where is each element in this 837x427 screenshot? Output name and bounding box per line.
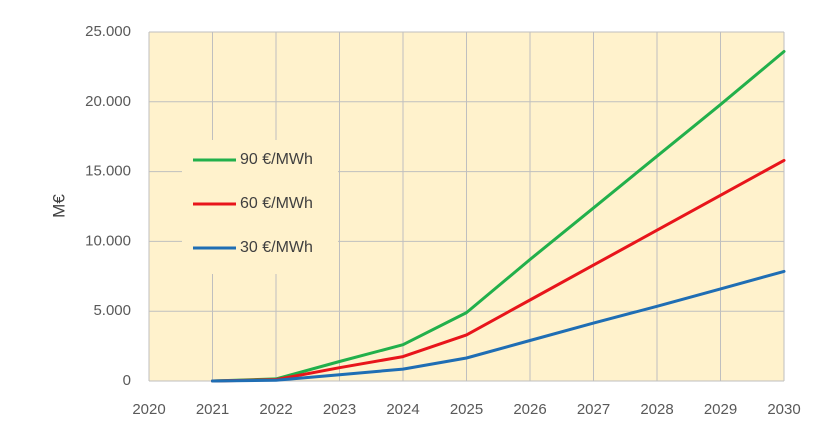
legend-label-1: 60 €/MWh	[240, 195, 313, 212]
x-axis-ticks: 2020 2021 2022 2023 2024 2025 2026 2027 2028 2029…	[132, 401, 800, 418]
x-tick-label: 2027	[577, 401, 610, 418]
y-axis-ticks: 0 5.000 10.000 15.000 20.000 25.000	[85, 23, 131, 389]
legend-label-0: 90 €/MWh	[240, 151, 313, 168]
gridlines	[148, 31, 785, 382]
x-tick-label: 2030	[767, 401, 800, 418]
y-tick-label: 20.000	[85, 93, 131, 110]
x-tick-label: 2021	[196, 401, 229, 418]
x-tick-label: 2022	[259, 401, 292, 418]
x-tick-label: 2025	[450, 401, 483, 418]
y-tick-label: 10.000	[85, 232, 131, 249]
y-axis-label: M€	[49, 194, 68, 218]
series-line-1	[211, 158, 786, 383]
x-tick-label: 2028	[640, 401, 673, 418]
series-lines	[211, 50, 786, 383]
legend: 90 €/MWh 60 €/MWh 30 €/MWh	[182, 140, 338, 274]
y-tick-label: 15.000	[85, 163, 131, 180]
y-tick-label: 5.000	[93, 302, 131, 319]
series-line-2	[211, 269, 786, 383]
legend-box	[182, 140, 338, 274]
x-tick-label: 2023	[323, 401, 356, 418]
series-line-0	[211, 50, 786, 383]
x-tick-label: 2020	[132, 401, 165, 418]
legend-label-2: 30 €/MWh	[240, 239, 313, 256]
x-tick-label: 2026	[513, 401, 546, 418]
y-tick-label: 25.000	[85, 23, 131, 40]
x-tick-label: 2029	[704, 401, 737, 418]
x-tick-label: 2024	[386, 401, 419, 418]
y-tick-label: 0	[123, 372, 131, 389]
